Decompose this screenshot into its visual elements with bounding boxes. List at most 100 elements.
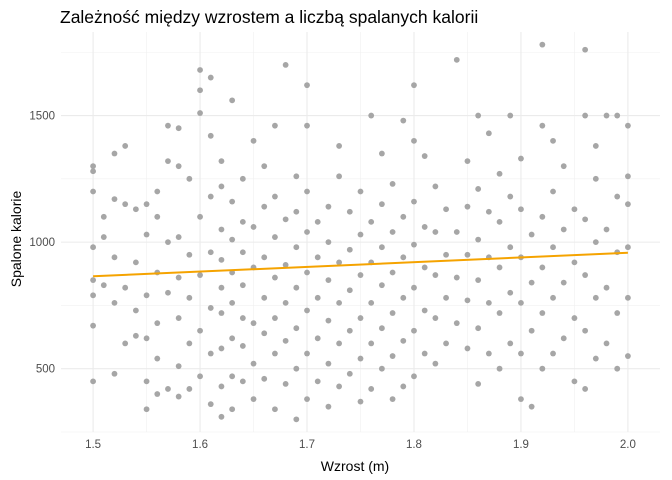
data-point (175, 163, 182, 170)
data-point (592, 175, 599, 182)
data-point (378, 365, 385, 372)
data-point (528, 403, 535, 410)
data-point (550, 188, 556, 195)
data-point (528, 327, 535, 334)
data-point (261, 254, 268, 261)
x-tick-label: 1.9 (513, 439, 529, 451)
data-point (432, 183, 439, 190)
data-point (400, 383, 407, 390)
data-point (389, 353, 396, 359)
y-axis-title: Spalone kalorie (8, 191, 24, 288)
data-point (90, 277, 96, 284)
data-point (443, 294, 449, 301)
data-point (100, 213, 107, 220)
data-point (154, 391, 161, 397)
data-point (560, 163, 567, 170)
data-point (411, 241, 417, 248)
y-axis-ticks: 500 1000 1500 (29, 111, 55, 376)
data-point (272, 122, 278, 129)
data-point (443, 206, 449, 213)
data-point (186, 251, 193, 258)
data-point (368, 299, 375, 306)
data-point (314, 335, 321, 342)
data-point (122, 201, 129, 208)
data-point (518, 206, 524, 213)
data-point (218, 183, 225, 190)
data-point (592, 239, 599, 246)
data-point (175, 363, 182, 370)
data-point (325, 360, 332, 367)
data-point (154, 213, 161, 220)
data-point (432, 229, 439, 235)
x-tick-label: 1.7 (299, 439, 315, 451)
data-point (571, 378, 578, 385)
data-point (507, 244, 514, 251)
data-point (443, 340, 449, 347)
data-point (550, 350, 556, 357)
data-point (625, 244, 631, 251)
data-point (90, 188, 96, 195)
data-point (346, 246, 353, 253)
data-point (261, 330, 268, 337)
data-point (378, 201, 385, 208)
data-point (90, 168, 96, 175)
data-point (453, 56, 460, 63)
data-point (592, 143, 599, 149)
data-point (496, 310, 503, 316)
data-point (528, 231, 535, 238)
data-point (539, 310, 546, 316)
data-point (336, 299, 343, 306)
data-point (539, 213, 546, 220)
data-point (453, 274, 460, 281)
data-point (507, 112, 514, 119)
data-point (175, 234, 182, 240)
data-point (421, 307, 428, 314)
trend-line (93, 251, 628, 278)
data-point (432, 360, 439, 367)
data-point (207, 74, 214, 81)
data-point (411, 198, 417, 205)
data-point (272, 234, 278, 240)
data-point (154, 188, 161, 195)
data-point (464, 345, 471, 352)
data-point (90, 322, 96, 329)
data-point (229, 406, 236, 413)
data-point (582, 112, 589, 119)
data-point (132, 332, 139, 339)
data-point (421, 153, 428, 159)
data-point (485, 350, 492, 357)
data-point (218, 345, 225, 352)
data-point (218, 310, 225, 316)
data-point (304, 188, 310, 195)
data-point (197, 272, 203, 278)
data-point (325, 277, 332, 284)
data-point (496, 365, 503, 372)
data-point (314, 254, 321, 261)
data-point (261, 163, 268, 170)
data-point (272, 406, 278, 413)
data-point (186, 294, 193, 301)
data-point (122, 340, 129, 347)
data-point (475, 380, 482, 387)
data-point (325, 239, 332, 246)
data-point (475, 186, 482, 192)
data-point (518, 299, 524, 306)
data-point (507, 340, 514, 347)
data-point (400, 337, 407, 344)
y-tick-label: 1000 (29, 237, 55, 249)
data-point (550, 294, 556, 301)
data-point (154, 355, 161, 362)
data-point (550, 244, 556, 251)
data-point (293, 244, 300, 251)
data-point (207, 350, 214, 357)
data-point (400, 117, 407, 124)
data-point (132, 206, 139, 213)
data-point (475, 236, 482, 243)
data-point (282, 380, 289, 387)
x-tick-label: 1.5 (85, 439, 101, 451)
data-point (432, 315, 439, 321)
data-point (175, 315, 182, 321)
data-point (143, 231, 150, 238)
data-point (625, 201, 631, 208)
